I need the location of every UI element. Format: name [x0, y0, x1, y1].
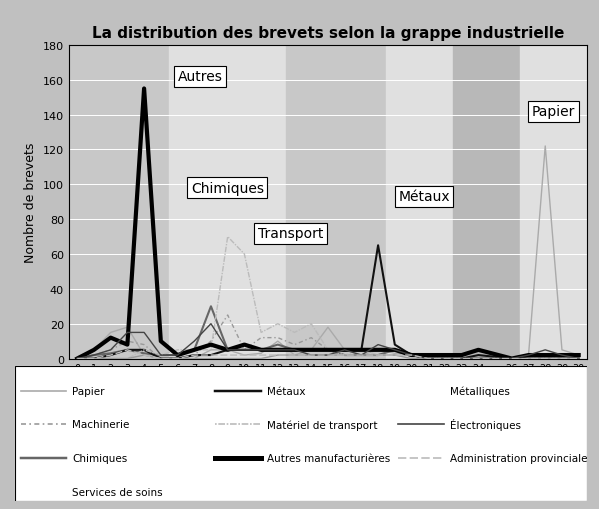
Text: Services de soins: Services de soins	[72, 487, 163, 497]
Text: Métaux: Métaux	[267, 386, 305, 396]
Text: Administration provinciale: Administration provinciale	[450, 453, 587, 463]
Text: Autres: Autres	[177, 70, 222, 84]
Y-axis label: Nombre de brevets: Nombre de brevets	[25, 142, 37, 263]
Text: Chimiques: Chimiques	[191, 181, 264, 195]
Bar	[286, 46, 386, 359]
X-axis label: Km de McGill: Km de McGill	[282, 379, 374, 392]
Bar	[386, 46, 453, 359]
Text: Papier: Papier	[72, 386, 105, 396]
Bar	[69, 46, 169, 359]
Text: Métalliques: Métalliques	[450, 385, 510, 396]
Text: Chimiques: Chimiques	[72, 453, 128, 463]
Title: La distribution des brevets selon la grappe industrielle: La distribution des brevets selon la gra…	[92, 25, 564, 41]
Text: Transport: Transport	[258, 227, 323, 241]
Text: Électroniques: Électroniques	[450, 418, 521, 431]
Bar	[453, 46, 520, 359]
Text: Autres manufacturières: Autres manufacturières	[267, 453, 390, 463]
Bar	[169, 46, 286, 359]
Bar	[520, 46, 587, 359]
Text: Machinerie: Machinerie	[72, 419, 129, 430]
Text: Matériel de transport: Matériel de transport	[267, 419, 377, 430]
Text: Papier: Papier	[532, 105, 575, 119]
Text: Métaux: Métaux	[398, 190, 450, 204]
